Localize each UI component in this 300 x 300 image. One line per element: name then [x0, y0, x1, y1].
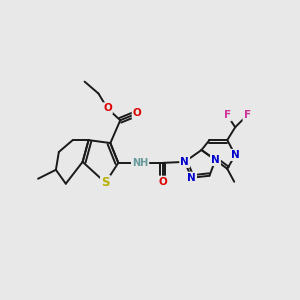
Text: N: N: [187, 173, 196, 183]
Text: N: N: [211, 155, 220, 165]
Text: N: N: [231, 150, 240, 160]
Text: N: N: [180, 157, 189, 167]
Text: O: O: [103, 103, 112, 113]
Text: F: F: [224, 110, 231, 120]
Text: N: N: [211, 155, 220, 165]
Text: S: S: [101, 176, 110, 189]
Text: O: O: [133, 108, 142, 118]
Text: F: F: [244, 110, 251, 120]
Text: NH: NH: [132, 158, 148, 168]
Text: O: O: [158, 177, 167, 187]
